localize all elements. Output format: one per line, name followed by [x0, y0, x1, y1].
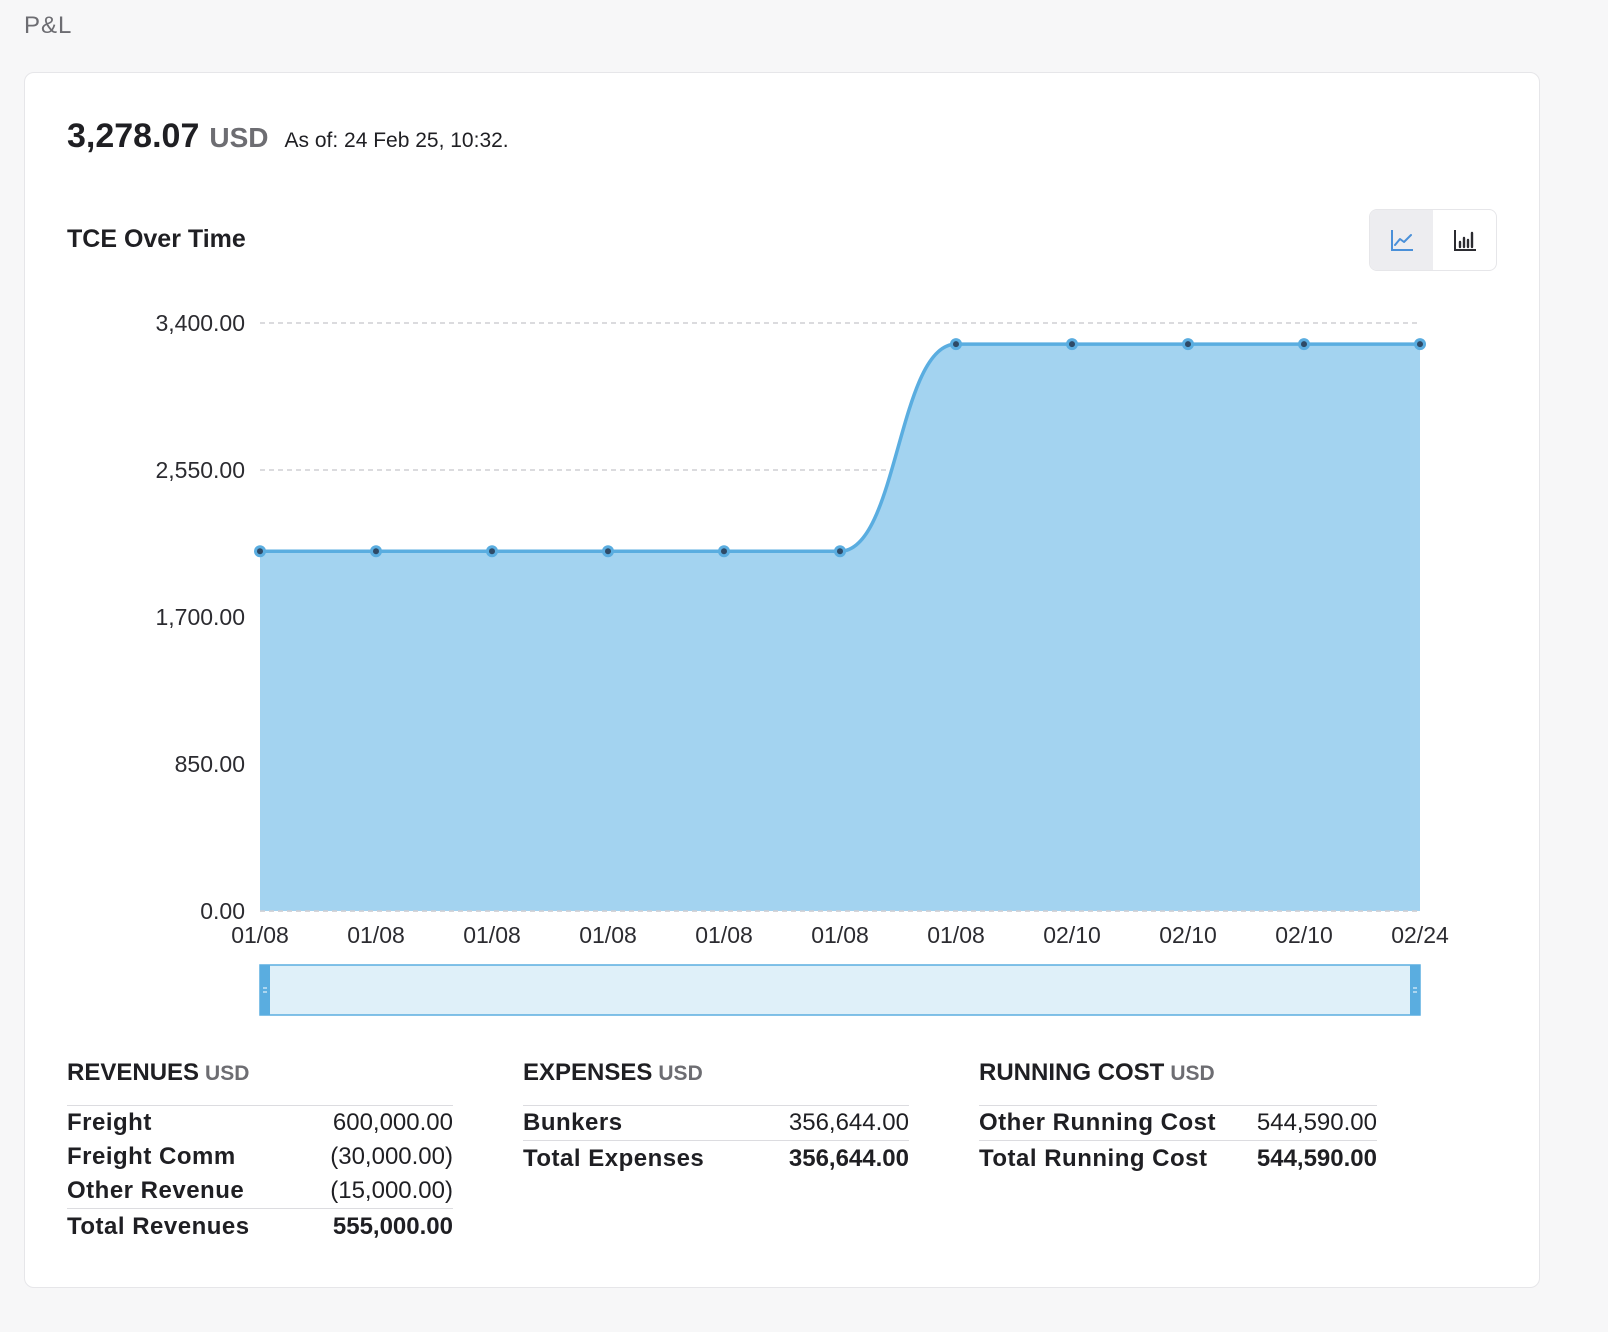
x-tick-label: 01/08	[463, 922, 521, 948]
data-point	[1301, 341, 1307, 348]
x-tick-label: 01/08	[231, 922, 289, 948]
total-value: 356,644.00	[788, 1145, 909, 1172]
x-tick-label: 02/10	[1159, 922, 1217, 948]
x-tick-label: 02/24	[1391, 922, 1449, 948]
total-label: Total Revenues	[67, 1213, 250, 1240]
total-value: 555,000.00	[332, 1213, 453, 1240]
total-value: 544,590.00	[1256, 1145, 1377, 1172]
data-point	[605, 548, 611, 555]
revenues-table: REVENUES USD Freight 600,000.00 Freight C…	[67, 1059, 453, 1245]
total-row: Total Revenues 555,000.00	[67, 1208, 453, 1245]
data-point	[489, 548, 495, 555]
range-slider	[259, 964, 1421, 1016]
chart-type-toggle	[1369, 209, 1497, 271]
pnl-tables: REVENUES USD Freight 600,000.00 Freight C…	[67, 1059, 1487, 1259]
row-label: Bunkers	[523, 1109, 623, 1136]
expenses-body: Bunkers 356,644.00 Total Expenses 356,64…	[523, 1105, 909, 1177]
area-fill	[260, 344, 1420, 911]
table-row: Bunkers 356,644.00	[523, 1106, 909, 1140]
bar-chart-icon	[1453, 230, 1476, 251]
data-point	[257, 548, 263, 555]
running-cost-title: RUNNING COST	[979, 1059, 1165, 1086]
tce-amount: 3,278.07	[67, 117, 200, 155]
revenues-unit: USD	[205, 1062, 250, 1085]
y-tick-label: 0.00	[200, 898, 245, 924]
expenses-table: EXPENSES USD Bunkers 356,644.00 Total Exp…	[523, 1059, 909, 1177]
x-tick-label: 01/08	[927, 922, 985, 948]
pnl-card: 3,278.07 USD As of: 24 Feb 25, 10:32. TC…	[24, 72, 1540, 1288]
tce-chart: 0.00 850.00 1,700.00 2,550.00 3,400.00 01/08 0…	[155, 310, 1449, 1016]
tce-summary: 3,278.07 USD As of: 24 Feb 25, 10:32.	[67, 117, 509, 156]
chart-title: TCE Over Time	[67, 225, 246, 253]
tce-currency: USD	[209, 122, 269, 153]
line-chart-button[interactable]	[1370, 210, 1433, 270]
y-tick-label: 1,700.00	[155, 604, 245, 630]
x-tick-label: 01/08	[347, 922, 405, 948]
range-slider-start-handle[interactable]	[260, 965, 270, 1015]
total-label: Total Running Cost	[979, 1145, 1208, 1172]
x-tick-label: 01/08	[811, 922, 869, 948]
running-cost-table: RUNNING COST USD Other Running Cost 544,5…	[979, 1059, 1377, 1177]
y-tick-label: 850.00	[175, 751, 245, 777]
total-row: Total Expenses 356,644.00	[523, 1140, 909, 1177]
table-row: Freight 600,000.00	[67, 1106, 453, 1140]
data-point	[1069, 341, 1075, 348]
x-tick-label: 02/10	[1275, 922, 1333, 948]
as-of-timestamp: As of: 24 Feb 25, 10:32.	[284, 129, 509, 152]
line-chart-icon	[1390, 230, 1413, 251]
expenses-heading: EXPENSES USD	[523, 1059, 909, 1093]
table-row: Freight Comm (30,000.00)	[67, 1140, 453, 1174]
data-point	[373, 548, 379, 555]
running-cost-unit: USD	[1170, 1062, 1215, 1085]
table-row: Other Revenue (15,000.00)	[67, 1174, 453, 1208]
revenues-heading: REVENUES USD	[67, 1059, 453, 1093]
row-label: Other Running Cost	[979, 1109, 1216, 1136]
row-value: 356,644.00	[788, 1109, 909, 1136]
series-line	[260, 342, 1420, 554]
expenses-unit: USD	[658, 1062, 703, 1085]
row-value: 544,590.00	[1256, 1109, 1377, 1136]
range-slider-end-handle[interactable]	[1410, 965, 1420, 1015]
expenses-title: EXPENSES	[523, 1059, 653, 1086]
revenues-title: REVENUES	[67, 1059, 200, 1086]
data-point	[1185, 341, 1191, 348]
row-value: (15,000.00)	[330, 1177, 453, 1204]
row-label: Freight	[67, 1109, 152, 1136]
running-cost-body: Other Running Cost 544,590.00 Total Runn…	[979, 1105, 1377, 1177]
data-point	[837, 548, 843, 555]
total-label: Total Expenses	[523, 1145, 705, 1172]
y-tick-label: 2,550.00	[155, 457, 245, 483]
row-value: (30,000.00)	[330, 1143, 453, 1170]
data-point	[953, 341, 959, 348]
revenues-body: Freight 600,000.00 Freight Comm (30,000.…	[67, 1105, 453, 1245]
y-tick-label: 3,400.00	[155, 310, 245, 336]
row-label: Other Revenue	[67, 1177, 245, 1204]
bar-chart-button[interactable]	[1433, 210, 1496, 270]
data-point	[721, 548, 727, 555]
x-tick-label: 02/10	[1043, 922, 1101, 948]
x-tick-label: 01/08	[579, 922, 637, 948]
running-cost-heading: RUNNING COST USD	[979, 1059, 1377, 1093]
data-point	[1417, 341, 1423, 348]
page-label: P&L	[24, 12, 73, 39]
table-row: Other Running Cost 544,590.00	[979, 1106, 1377, 1140]
row-value: 600,000.00	[332, 1109, 453, 1136]
x-tick-label: 01/08	[695, 922, 753, 948]
row-label: Freight Comm	[67, 1143, 236, 1170]
total-row: Total Running Cost 544,590.00	[979, 1140, 1377, 1177]
